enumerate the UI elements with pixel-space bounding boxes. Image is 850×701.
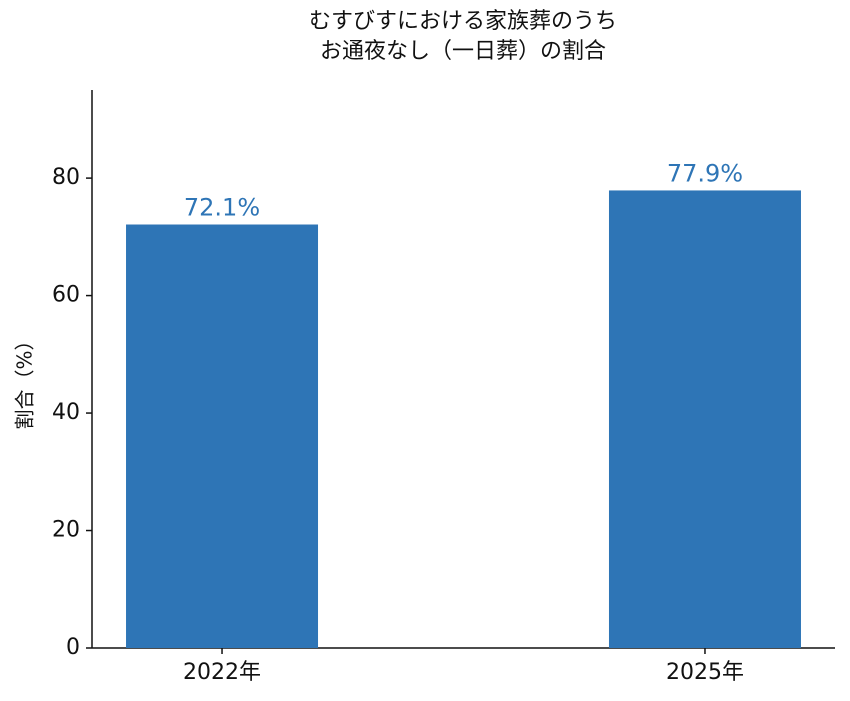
bar: [126, 224, 319, 648]
x-tick-label: 2025年: [666, 660, 744, 685]
y-tick-label: 20: [52, 518, 80, 543]
bar: [608, 190, 801, 648]
chart-title: むすびすにおける家族葬のうち: [309, 9, 617, 34]
y-tick-label: 40: [52, 400, 80, 425]
y-tick-label: 80: [52, 165, 80, 190]
value-label: 77.9%: [667, 159, 743, 187]
value-label: 72.1%: [184, 194, 260, 222]
y-axis-label: 割合（%）: [13, 330, 37, 429]
chart-title: お通夜なし（一日葬）の割合: [320, 39, 606, 64]
y-tick-label: 0: [66, 635, 80, 660]
x-tick-label: 2022年: [183, 660, 261, 685]
y-tick-label: 60: [52, 283, 80, 308]
